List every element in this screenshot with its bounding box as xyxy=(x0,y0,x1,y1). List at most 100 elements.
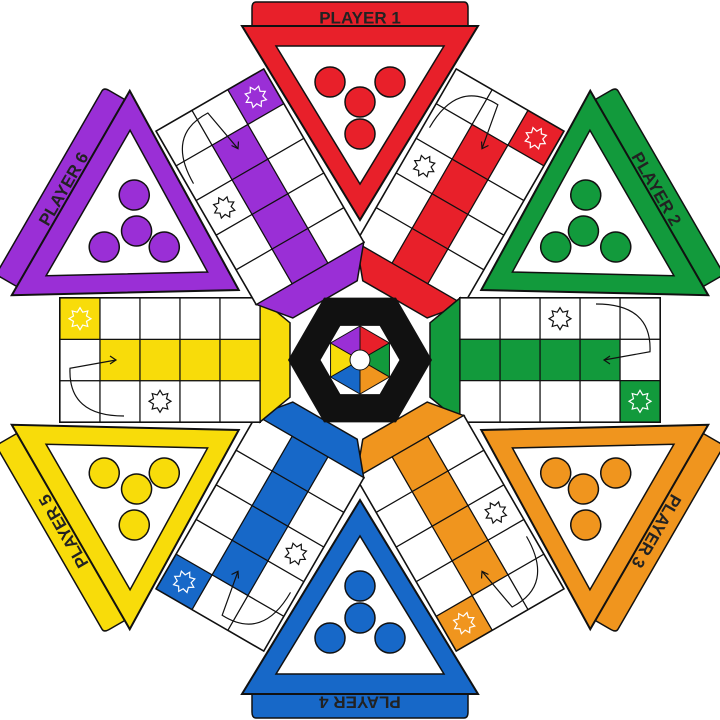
player-1-base: PLAYER 1 xyxy=(240,1,480,222)
player-6-token[interactable] xyxy=(116,211,157,252)
star-outline-icon xyxy=(284,542,308,566)
arrow-head-icon xyxy=(480,141,489,150)
player-4-token[interactable] xyxy=(314,622,346,654)
player-5-arm xyxy=(59,296,291,424)
track-arms xyxy=(59,67,661,653)
track-cell[interactable] xyxy=(619,380,661,423)
track-cell[interactable] xyxy=(307,206,365,264)
star-outline-icon xyxy=(412,154,436,178)
player-1-token[interactable] xyxy=(374,66,406,98)
player-3-base: PLAYER 3 xyxy=(479,423,720,632)
player-5-token[interactable] xyxy=(114,504,155,545)
track-cell[interactable] xyxy=(539,338,581,382)
player-5-base: PLAYER 5 xyxy=(0,423,241,632)
player-6-arm xyxy=(154,67,366,319)
player-2-token[interactable] xyxy=(565,175,606,216)
star-outline-icon xyxy=(484,500,508,525)
player-2-token[interactable] xyxy=(595,226,636,267)
player-2-joint xyxy=(429,296,461,424)
track-cell[interactable] xyxy=(99,338,141,382)
player-2-token[interactable] xyxy=(535,227,576,268)
player-5-token[interactable] xyxy=(116,469,157,510)
curved-arrow-icon xyxy=(69,359,125,417)
arrow-head-icon xyxy=(602,355,611,365)
track-cell[interactable] xyxy=(139,297,181,340)
track-cell[interactable] xyxy=(179,338,221,382)
track-cell[interactable] xyxy=(499,338,541,382)
player-3-arm xyxy=(354,401,566,653)
curved-arrow-icon xyxy=(428,95,499,149)
player-4-label: PLAYER 4 xyxy=(319,693,401,712)
track-cell[interactable] xyxy=(579,380,621,423)
player-3-token[interactable] xyxy=(595,453,636,494)
player-1-token[interactable] xyxy=(314,66,346,98)
track-cell[interactable] xyxy=(619,338,661,382)
star-outline-icon xyxy=(452,611,476,635)
player-4-token[interactable] xyxy=(374,622,406,654)
player-6-base: PLAYER 6 xyxy=(0,88,241,297)
player-5-token[interactable] xyxy=(144,453,185,494)
star-outline-icon xyxy=(244,85,268,109)
player-3-token[interactable] xyxy=(535,453,576,494)
track-cell[interactable] xyxy=(179,380,221,423)
center-dot xyxy=(349,349,371,371)
player-4-arm xyxy=(154,401,366,653)
player-6-token[interactable] xyxy=(84,226,125,267)
track-cell[interactable] xyxy=(139,338,181,382)
star-outline-icon xyxy=(547,306,573,331)
star-outline-icon xyxy=(524,126,548,150)
track-cell[interactable] xyxy=(459,297,501,340)
player-4-token[interactable] xyxy=(344,570,376,602)
star-outline-icon xyxy=(212,195,236,220)
track-cell[interactable] xyxy=(459,338,501,382)
track-cell[interactable] xyxy=(219,380,261,423)
player-6-token[interactable] xyxy=(144,227,185,268)
track-cell[interactable] xyxy=(179,297,221,340)
player-1-token[interactable] xyxy=(344,118,376,150)
curved-arrow-icon xyxy=(221,571,292,625)
track-cell[interactable] xyxy=(219,297,261,340)
track-cell[interactable] xyxy=(219,338,261,382)
track-cell[interactable] xyxy=(235,414,293,472)
player-2-base: PLAYER 2 xyxy=(479,88,720,297)
player-5-token[interactable] xyxy=(84,453,125,494)
track-cell[interactable] xyxy=(499,297,541,340)
track-cell[interactable] xyxy=(59,338,101,382)
player-1-label: PLAYER 1 xyxy=(319,8,401,27)
curved-arrow-icon xyxy=(481,536,539,608)
arrow-head-icon xyxy=(231,141,240,150)
player-6-home-wedge xyxy=(329,325,361,361)
track-cell[interactable] xyxy=(539,297,581,340)
player-3-token[interactable] xyxy=(565,504,606,545)
arrow-head-icon xyxy=(480,570,489,579)
curved-arrow-icon xyxy=(181,112,239,184)
curved-arrow-icon xyxy=(595,303,651,361)
star-outline-icon xyxy=(147,389,173,414)
track-cell[interactable] xyxy=(99,297,141,340)
star-outline-icon xyxy=(67,306,93,331)
arrow-head-icon xyxy=(231,570,240,579)
track-cell[interactable] xyxy=(579,338,621,382)
star-outline-icon xyxy=(627,389,653,414)
player-1-token[interactable] xyxy=(344,86,376,118)
player-2-token[interactable] xyxy=(563,211,604,252)
player-3-token[interactable] xyxy=(563,469,604,510)
player-2-arm xyxy=(429,296,661,424)
center-home xyxy=(288,297,432,423)
player-4-token[interactable] xyxy=(344,602,376,634)
player-1-arm xyxy=(354,67,566,319)
star-outline-icon xyxy=(172,570,196,594)
track-cell[interactable] xyxy=(539,380,581,423)
track-cell[interactable] xyxy=(139,380,181,423)
arrow-head-icon xyxy=(109,355,118,365)
track-cell[interactable] xyxy=(355,456,413,514)
track-cell[interactable] xyxy=(459,380,501,423)
track-cell[interactable] xyxy=(499,380,541,423)
track-cell[interactable] xyxy=(59,297,101,340)
player-6-token[interactable] xyxy=(114,175,155,216)
player-5-joint xyxy=(259,296,291,424)
track-cell[interactable] xyxy=(427,248,485,306)
